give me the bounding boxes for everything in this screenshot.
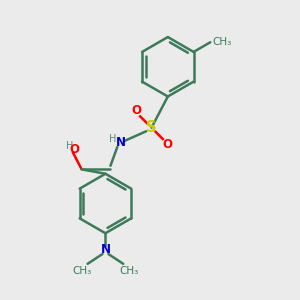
Text: CH₃: CH₃ [72, 266, 91, 276]
Text: CH₃: CH₃ [213, 37, 232, 47]
Text: CH₃: CH₃ [120, 266, 139, 276]
Text: O: O [131, 104, 141, 117]
Text: N: N [116, 136, 126, 149]
Text: H: H [109, 134, 116, 144]
Text: O: O [70, 142, 80, 156]
Text: O: O [162, 138, 172, 151]
Text: H: H [66, 141, 74, 151]
Text: N: N [100, 243, 110, 256]
Text: S: S [146, 120, 157, 135]
